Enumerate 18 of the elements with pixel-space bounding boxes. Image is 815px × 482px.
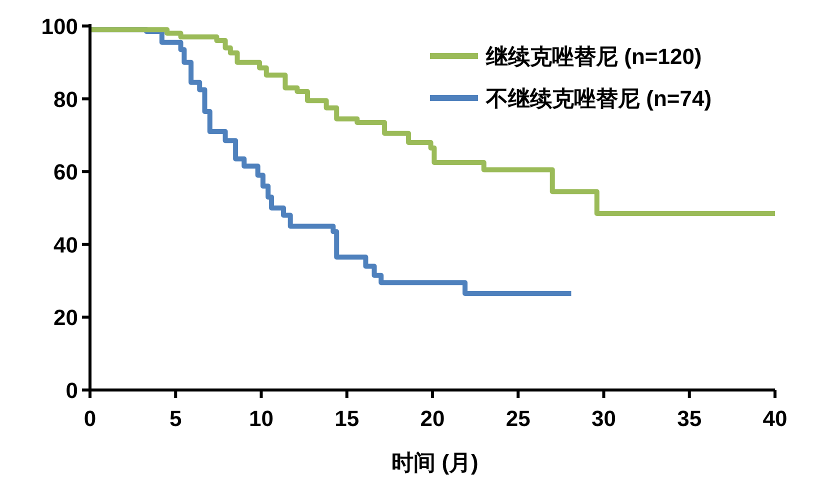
x-tick-label: 30 (592, 406, 616, 431)
legend-label: 不继续克唑替尼 (n=74) (485, 86, 712, 111)
y-tick-label: 20 (54, 305, 78, 330)
x-tick-label: 40 (762, 406, 788, 431)
y-tick-label: 0 (66, 378, 78, 403)
x-tick-label: 10 (249, 406, 274, 431)
x-tick-label: 0 (84, 406, 96, 431)
x-tick-label: 15 (334, 406, 360, 431)
x-tick-label: 35 (677, 406, 702, 431)
y-tick-label: 80 (54, 86, 78, 112)
x-axis-title: 时间 (月) (392, 450, 478, 475)
x-tick-label: 5 (170, 406, 182, 431)
y-tick-label: 40 (54, 232, 78, 258)
legend-label: 继续克唑替尼 (n=120) (485, 44, 702, 69)
x-tick-label: 25 (506, 406, 530, 431)
y-tick-label: 100 (41, 14, 78, 39)
x-tick-label: 20 (420, 406, 445, 431)
y-tick-label: 60 (54, 160, 78, 185)
